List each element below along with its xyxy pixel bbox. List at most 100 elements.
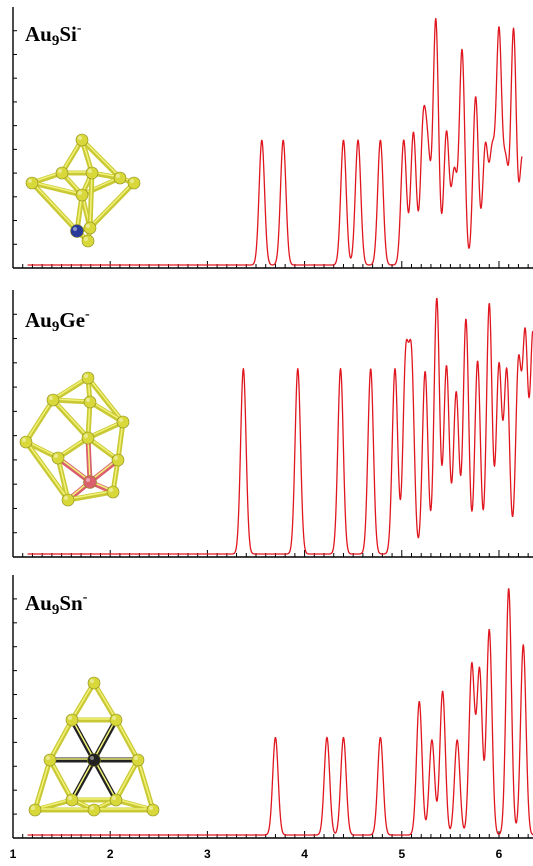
atom-highlight bbox=[116, 174, 120, 178]
gold-atom bbox=[131, 753, 145, 767]
title-sub: 9 bbox=[52, 319, 60, 335]
cluster-bond-highlight bbox=[71, 718, 95, 760]
title-sub: 9 bbox=[52, 33, 60, 49]
cluster-bond-highlight bbox=[93, 681, 117, 720]
atom-highlight bbox=[86, 398, 90, 402]
cluster-bond-highlight bbox=[34, 758, 51, 810]
atom-highlight bbox=[78, 191, 82, 195]
atom-highlight bbox=[31, 806, 35, 810]
cluster-structure-image bbox=[25, 133, 141, 248]
cluster-bond bbox=[87, 399, 126, 425]
cluster-bond-highlight bbox=[71, 681, 95, 720]
atom-highlight bbox=[112, 716, 116, 720]
atom-highlight bbox=[68, 716, 72, 720]
atom-highlight bbox=[28, 179, 32, 183]
cluster-bond bbox=[79, 175, 123, 198]
cluster-bond-highlight bbox=[87, 436, 91, 482]
gold-atom bbox=[75, 133, 89, 147]
gold-atom bbox=[51, 451, 65, 465]
atom-highlight bbox=[109, 488, 113, 492]
gold-atom bbox=[25, 176, 39, 190]
gold-atom bbox=[46, 393, 60, 407]
gold-atom bbox=[146, 803, 160, 817]
gold-atom bbox=[65, 713, 79, 727]
cluster-bond-highlight bbox=[81, 138, 121, 178]
cluster-bond-highlight bbox=[137, 758, 154, 810]
gold-atom bbox=[85, 166, 99, 180]
cluster-bond-highlight bbox=[81, 176, 121, 195]
atom-highlight bbox=[58, 169, 62, 173]
cluster-bond bbox=[65, 489, 116, 503]
atom-highlight bbox=[49, 396, 53, 400]
gold-atom bbox=[87, 803, 101, 817]
title-elem: Sn bbox=[59, 591, 83, 615]
cluster-bond-highlight bbox=[67, 490, 114, 500]
cluster-bond-highlight bbox=[31, 181, 83, 195]
gold-atom bbox=[61, 493, 75, 507]
cluster-bond bbox=[29, 180, 85, 198]
panel-title: Au9Si- bbox=[25, 21, 82, 49]
cluster-bond-highlight bbox=[25, 440, 69, 500]
atom-highlight bbox=[64, 496, 68, 500]
atom-highlight bbox=[130, 179, 134, 183]
spectrum-line bbox=[27, 297, 533, 555]
atom-highlight bbox=[68, 796, 72, 800]
atom-highlight bbox=[114, 456, 118, 460]
gold-atom bbox=[81, 371, 95, 385]
cluster-bond-highlight bbox=[89, 181, 135, 228]
gold-atom bbox=[83, 221, 97, 235]
x-tick-label: 5 bbox=[398, 847, 405, 861]
gold-atom bbox=[83, 395, 97, 409]
title-elem: Ge bbox=[59, 308, 85, 332]
dopant-atom bbox=[87, 753, 101, 767]
cluster-bond-highlight bbox=[93, 718, 117, 760]
cluster-bond bbox=[50, 375, 91, 403]
atom-highlight bbox=[134, 756, 138, 760]
atom-highlight bbox=[73, 227, 77, 231]
gold-atom bbox=[106, 485, 120, 499]
gold-atom bbox=[28, 803, 42, 817]
cluster-bond-highlight bbox=[31, 181, 78, 231]
spectrum-panel-3: 1 2 3 4 5 6 Au9Sn- bbox=[10, 575, 533, 861]
atom-highlight bbox=[86, 224, 90, 228]
gold-atom bbox=[116, 415, 130, 429]
gold-atom bbox=[81, 431, 95, 445]
atom-highlight bbox=[84, 434, 88, 438]
cluster-bond-highlight bbox=[115, 718, 139, 760]
x-tick-label: 6 bbox=[496, 847, 503, 861]
gold-atom bbox=[87, 676, 101, 690]
gold-atom bbox=[109, 713, 123, 727]
spectrum-line bbox=[27, 17, 523, 266]
title-sup: - bbox=[85, 307, 90, 322]
title-elem: Si bbox=[59, 22, 77, 46]
spectrum-line bbox=[27, 588, 533, 836]
cluster-bond bbox=[85, 419, 126, 441]
x-tick-label: 1 bbox=[10, 847, 17, 861]
cluster-bond-highlight bbox=[89, 171, 93, 228]
atom-highlight bbox=[78, 136, 82, 140]
dopant-atom bbox=[70, 224, 84, 238]
gold-atom bbox=[75, 188, 89, 202]
gold-atom bbox=[81, 234, 95, 248]
title-base: Au bbox=[25, 22, 52, 46]
panel-title: Au9Sn- bbox=[25, 590, 88, 618]
dopant-atom bbox=[83, 475, 97, 489]
atom-highlight bbox=[90, 679, 94, 683]
cluster-bond-highlight bbox=[25, 398, 54, 442]
atom-highlight bbox=[86, 478, 90, 482]
cluster-bond-highlight bbox=[115, 758, 139, 800]
atom-highlight bbox=[84, 237, 88, 241]
cluster-structure-image bbox=[28, 676, 160, 817]
atom-highlight bbox=[90, 756, 94, 760]
gold-atom bbox=[113, 171, 127, 185]
x-tick-label: 3 bbox=[204, 847, 211, 861]
atom-highlight bbox=[119, 418, 123, 422]
atom-highlight bbox=[84, 374, 88, 378]
gold-atom bbox=[65, 793, 79, 807]
gold-atom bbox=[19, 435, 33, 449]
cluster-bond-highlight bbox=[49, 758, 73, 800]
gold-atom bbox=[109, 793, 123, 807]
cluster-bond-highlight bbox=[87, 376, 124, 422]
cluster-bond-highlight bbox=[52, 398, 89, 438]
